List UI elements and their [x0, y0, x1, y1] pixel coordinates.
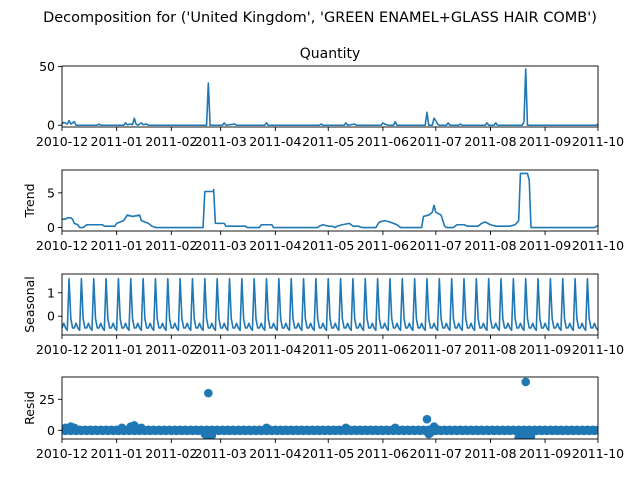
- x-tick-label: 2011-01: [91, 238, 143, 253]
- y-axis-label: Seasonal: [22, 276, 37, 333]
- resid-point: [129, 421, 139, 430]
- x-tick-label: 2011-07: [410, 238, 462, 253]
- x-tick-label: 2011-06: [357, 342, 409, 357]
- resid-point: [593, 425, 598, 435]
- x-tick-label: 2010-12: [36, 342, 88, 357]
- plot-area: [62, 277, 598, 332]
- x-tick-label: 2011-10: [572, 446, 624, 461]
- plot-area: [62, 172, 598, 229]
- seasonal-line: [62, 277, 598, 332]
- x-tick-label: 2011-04: [249, 134, 301, 149]
- x-tick-label: 2011-10: [572, 238, 624, 253]
- resid-point: [431, 424, 441, 434]
- x-tick-label: 2011-09: [519, 446, 571, 461]
- x-tick-label: 2011-05: [302, 134, 354, 149]
- resid-point: [204, 388, 213, 398]
- panel-title: Quantity: [300, 46, 361, 62]
- x-tick-label: 2011-03: [195, 446, 247, 461]
- x-tick-label: 2010-12: [36, 446, 88, 461]
- x-tick-label: 2011-07: [410, 446, 462, 461]
- y-axis-label: Resid: [22, 391, 37, 425]
- x-tick-label: 2011-03: [195, 134, 247, 149]
- x-tick-label: 2011-08: [464, 238, 516, 253]
- x-tick-label: 2011-02: [145, 342, 197, 357]
- y-tick-label: 5: [47, 185, 55, 200]
- resid-point: [341, 423, 351, 433]
- x-tick-label: 2011-02: [145, 238, 197, 253]
- plot-area: [62, 68, 598, 127]
- resid-point: [262, 423, 271, 433]
- plot-area: [62, 377, 598, 439]
- x-tick-label: 2011-08: [464, 134, 516, 149]
- x-tick-label: 2011-03: [195, 342, 247, 357]
- y-tick-label: 0: [47, 118, 55, 133]
- axes-frame: [61, 65, 599, 128]
- x-tick-label: 2011-04: [249, 238, 301, 253]
- y-tick-label: 0: [47, 423, 55, 438]
- resid-point: [207, 430, 217, 439]
- resid-point: [70, 423, 79, 433]
- y-tick-label: 50: [39, 59, 55, 74]
- x-tick-label: 2011-05: [302, 238, 354, 253]
- x-tick-label: 2011-04: [249, 342, 301, 357]
- x-tick-label: 2011-01: [91, 342, 143, 357]
- x-tick-label: 2011-09: [519, 342, 571, 357]
- axes-frame: [61, 273, 599, 336]
- x-tick-label: 2011-10: [572, 342, 624, 357]
- y-tick-label: 0: [47, 220, 55, 235]
- x-tick-label: 2011-07: [410, 342, 462, 357]
- x-tick-label: 2010-12: [36, 134, 88, 149]
- x-tick-label: 2011-06: [357, 446, 409, 461]
- x-tick-label: 2011-01: [91, 446, 143, 461]
- x-tick-label: 2010-12: [36, 238, 88, 253]
- x-tick-label: 2011-02: [145, 134, 197, 149]
- series-line: [62, 172, 598, 229]
- x-tick-label: 2011-05: [302, 342, 354, 357]
- x-tick-label: 2011-10: [572, 134, 624, 149]
- x-tick-label: 2011-01: [91, 134, 143, 149]
- resid-point: [137, 423, 146, 433]
- x-tick-label: 2011-02: [145, 446, 197, 461]
- x-tick-label: 2011-09: [519, 238, 571, 253]
- series-line: [62, 68, 598, 127]
- x-tick-label: 2011-08: [464, 342, 516, 357]
- resid-point: [521, 377, 531, 387]
- x-tick-label: 2011-07: [410, 134, 462, 149]
- figure-suptitle: Decomposition for ('United Kingdom', 'GR…: [43, 10, 597, 26]
- x-tick-label: 2011-08: [464, 446, 516, 461]
- y-tick-label: 0: [47, 309, 55, 324]
- resid-point: [422, 414, 432, 424]
- x-tick-label: 2011-04: [249, 446, 301, 461]
- axes-frame: [61, 169, 599, 232]
- x-tick-label: 2011-05: [302, 446, 354, 461]
- x-tick-label: 2011-06: [357, 238, 409, 253]
- y-axis-label: Trend: [22, 183, 37, 218]
- resid-point: [117, 423, 127, 433]
- y-tick-label: 1: [47, 285, 55, 300]
- x-tick-label: 2011-06: [357, 134, 409, 149]
- x-tick-label: 2011-09: [519, 134, 571, 149]
- resid-point: [526, 432, 536, 439]
- resid-point: [390, 423, 400, 433]
- axes-frame: [61, 376, 599, 440]
- x-tick-label: 2011-03: [195, 238, 247, 253]
- y-tick-label: 25: [39, 392, 55, 407]
